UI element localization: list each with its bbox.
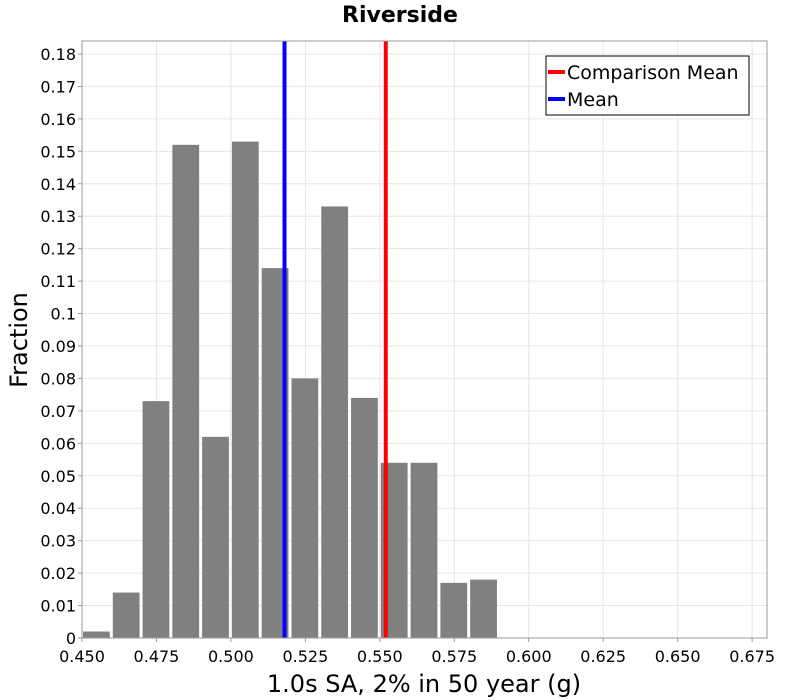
legend: Comparison Mean Mean (545, 55, 750, 116)
histogram-bar (351, 397, 378, 638)
y-tick-label: 0.03 (40, 532, 76, 551)
y-tick-label: 0.18 (40, 45, 76, 64)
x-tick-label: 0.550 (357, 647, 403, 666)
y-axis-label: Fraction (5, 292, 33, 388)
y-tick-label: 0.11 (40, 272, 76, 291)
histogram-bar (231, 141, 259, 638)
x-tick-label: 0.675 (729, 647, 775, 666)
histogram-bar (202, 436, 229, 638)
y-tick-label: 0.07 (40, 402, 76, 421)
legend-label-comparison-mean: Comparison Mean (567, 62, 739, 84)
x-axis-label: 1.0s SA, 2% in 50 year (g) (267, 670, 581, 698)
y-tick-label: 0.15 (40, 142, 76, 161)
y-tick-label: 0.14 (40, 175, 76, 194)
histogram-bar (142, 401, 170, 638)
histogram-bar (470, 579, 497, 638)
x-tick-label: 0.500 (208, 647, 254, 666)
y-tick-label: 0.09 (40, 337, 76, 356)
x-tick-label: 0.650 (655, 647, 701, 666)
y-tick-label: 0.06 (40, 434, 76, 453)
y-tick-label: 0.01 (40, 597, 76, 616)
y-tick-label: 0.08 (40, 369, 76, 388)
y-tick-label: 0.02 (40, 564, 76, 583)
histogram-bar (83, 631, 110, 638)
x-tick-label: 0.450 (59, 647, 105, 666)
legend-box (545, 55, 750, 116)
y-tick-label: 0.04 (40, 499, 76, 518)
histogram-bar (440, 582, 468, 638)
histogram-bar (410, 462, 438, 638)
x-tick-label: 0.475 (134, 647, 180, 666)
histogram-bar (172, 144, 200, 638)
x-tick-label: 0.525 (282, 647, 328, 666)
y-tick-label: 0.13 (40, 207, 76, 226)
chart-title: Riverside (342, 3, 458, 28)
x-axis-ticks: 0.450 0.475 0.500 0.525 0.550 0.575 0.600 0.625… (59, 638, 775, 666)
x-tick-label: 0.625 (580, 647, 626, 666)
histogram-bar (291, 378, 319, 638)
y-tick-label: 0.12 (40, 240, 76, 259)
y-tick-label: 0.05 (40, 467, 76, 486)
legend-label-mean: Mean (567, 89, 619, 111)
y-tick-label: 0.17 (40, 77, 76, 96)
y-tick-label: 0.16 (40, 110, 76, 129)
histogram-bar (321, 206, 349, 638)
x-tick-label: 0.575 (431, 647, 477, 666)
reference-lines (282, 41, 388, 638)
plot-frame (81, 40, 768, 639)
y-axis-ticks: 0 0.01 0.02 0.03 0.04 0.05 0.06 0.07 0.08 0.09 0.1… (40, 45, 82, 648)
histogram-bar (112, 592, 140, 638)
x-tick-label: 0.600 (506, 647, 552, 666)
y-tick-label: 0 (66, 629, 76, 648)
y-tick-label: 0.1 (51, 305, 76, 324)
